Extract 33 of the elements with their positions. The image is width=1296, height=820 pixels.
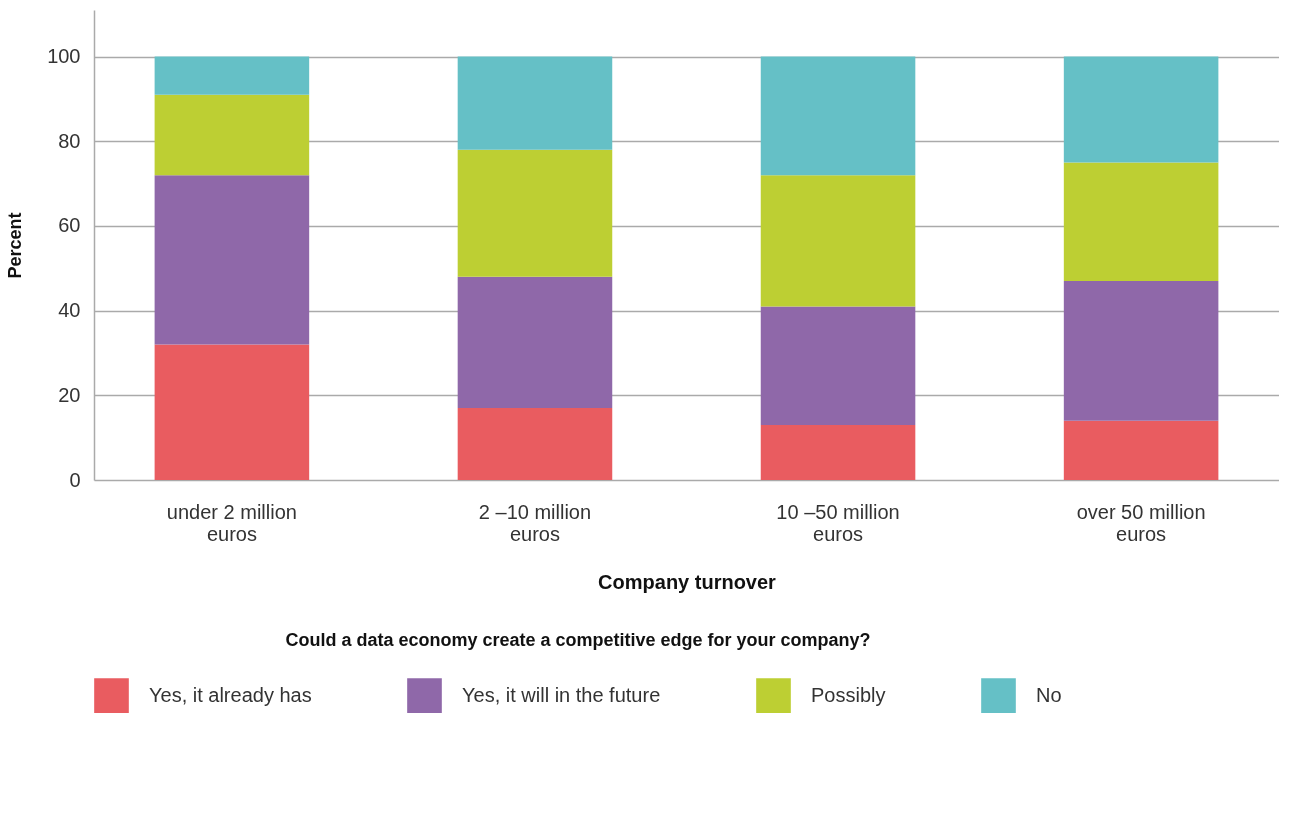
y-tick-label: 60 — [58, 214, 81, 237]
y-axis-title: Percent — [5, 212, 26, 279]
x-axis-title: Company turnover — [598, 570, 777, 593]
bar — [1063, 280, 1219, 421]
bar — [457, 408, 613, 480]
bar — [760, 306, 916, 425]
y-tick-label: 80 — [58, 129, 81, 152]
bar — [457, 276, 613, 409]
x-tick-label: over 50 million euros — [1076, 500, 1206, 545]
bar — [760, 424, 916, 480]
y-tick-label: 0 — [69, 468, 81, 491]
x-tick-label: 2 –10 million euros — [478, 500, 592, 545]
bar — [154, 175, 310, 345]
legend-label: Yes, it already has — [149, 683, 312, 706]
y-tick-label: 40 — [58, 299, 81, 322]
legend-label: No — [1036, 683, 1062, 706]
bar — [457, 149, 613, 277]
x-tick-label: under 2 million euros — [166, 500, 297, 545]
legend-label: Yes, it will in the future — [462, 683, 661, 706]
x-tick-label: 10 –50 million euros — [776, 500, 900, 545]
legend-label: Possibly — [811, 683, 886, 706]
y-tick-label: 100 — [47, 45, 81, 68]
y-tick-label: 20 — [58, 383, 81, 406]
bar — [154, 344, 310, 480]
bar — [154, 94, 310, 176]
bar — [1063, 162, 1219, 281]
bar — [1063, 56, 1219, 163]
bar — [760, 56, 916, 176]
bar — [760, 175, 916, 307]
bar — [457, 56, 613, 150]
bar — [1063, 420, 1219, 480]
bar — [154, 56, 310, 95]
legend-title: Could a data economy create a competitive edge for your company? — [285, 630, 871, 650]
